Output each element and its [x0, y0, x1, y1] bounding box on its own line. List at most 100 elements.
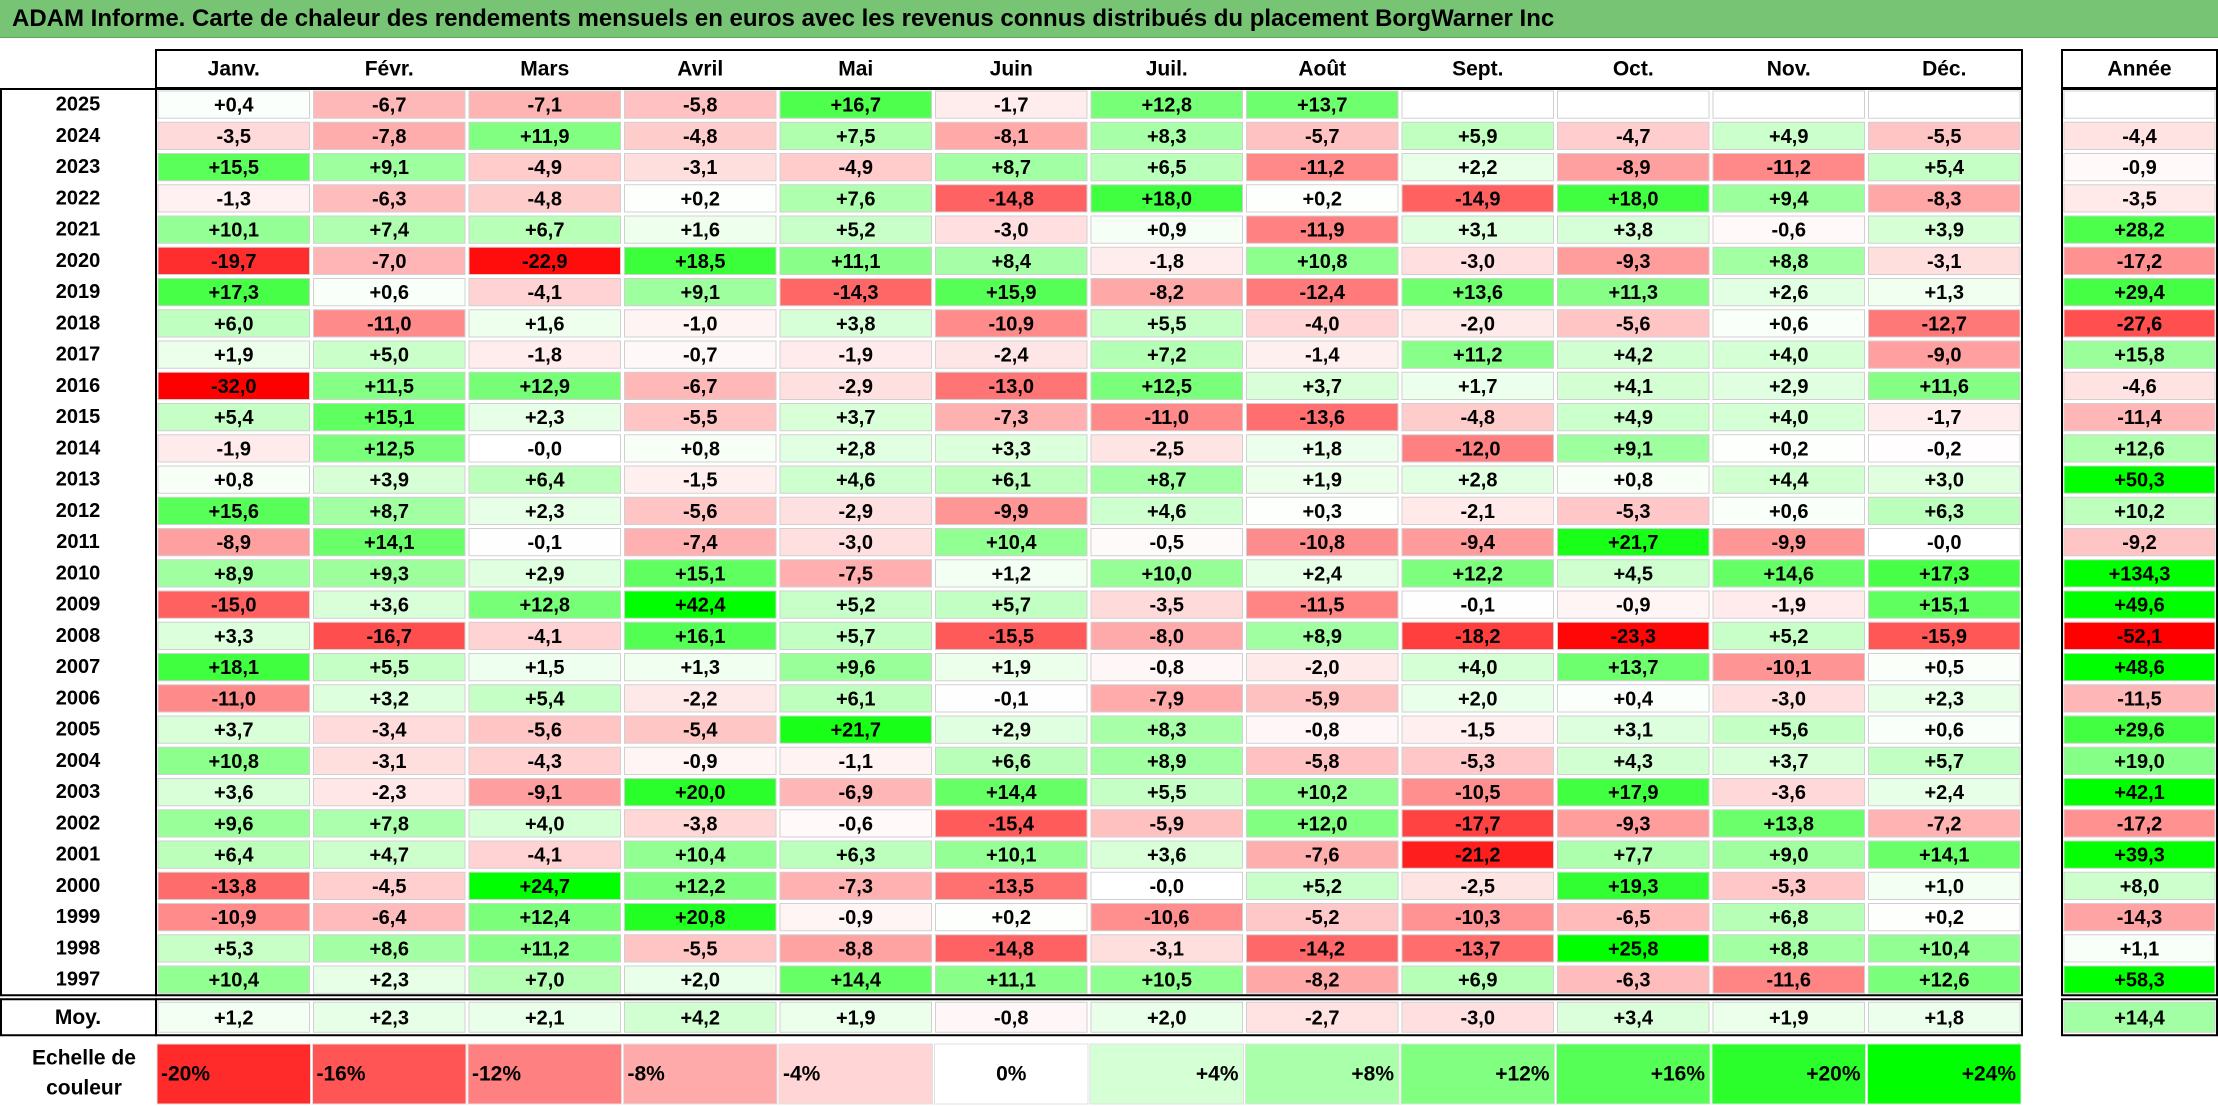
annual-cell	[2063, 559, 2216, 588]
annual-value: -4,4	[2122, 126, 2157, 148]
cell-value: -5,2	[1305, 907, 1339, 929]
heatmap-cell	[1557, 309, 1710, 338]
heatmap-cell	[1401, 184, 1554, 213]
heatmap-cell	[157, 684, 310, 713]
heatmap-cell	[468, 934, 621, 963]
heatmap-cell	[157, 528, 310, 557]
cell-value: -10,9	[988, 313, 1034, 335]
cell-value: +12,9	[519, 376, 570, 398]
heatmap-cell	[1712, 184, 1865, 213]
heatmap-cell	[1557, 371, 1710, 400]
heatmap-cell	[779, 90, 932, 119]
cell-value: +3,3	[214, 626, 253, 648]
heatmap-cell	[157, 778, 310, 807]
cell-value: +10,5	[1141, 970, 1192, 992]
cell-value: -0,6	[839, 813, 873, 835]
month-header: Sept.	[1452, 58, 1503, 81]
heatmap-cell	[1246, 934, 1399, 963]
annual-value: +39,3	[2114, 845, 2165, 867]
year-label: 2002	[56, 812, 101, 834]
avg-cell	[313, 1001, 466, 1033]
heatmap-cell	[1868, 403, 2021, 432]
cell-value: +9,1	[370, 157, 409, 179]
cell-value: -14,8	[988, 188, 1034, 210]
cell-value: +3,3	[992, 438, 1031, 460]
avg-value: +4,2	[681, 1007, 720, 1029]
month-header: Déc.	[1922, 58, 1966, 81]
cell-value: -4,5	[372, 876, 406, 898]
cell-value: +12,6	[1919, 970, 1970, 992]
cell-value: -7,0	[372, 251, 406, 273]
cell-value: +25,8	[1608, 938, 1659, 960]
heatmap-cell	[468, 496, 621, 525]
cell-value: +3,7	[214, 720, 253, 742]
cell-value: -4,8	[1461, 407, 1495, 429]
heatmap-cell	[624, 215, 777, 244]
annual-value: +50,3	[2114, 470, 2165, 492]
heatmap-cell	[1090, 809, 1243, 838]
month-header: Juil.	[1146, 58, 1188, 81]
cell-value: -5,6	[1616, 313, 1650, 335]
heatmap-cell	[313, 403, 466, 432]
cell-value: +6,9	[1458, 970, 1497, 992]
heatmap-cell	[468, 403, 621, 432]
heatmap-cell	[313, 528, 466, 557]
annual-value: +10,2	[2114, 501, 2165, 523]
heatmap-cell	[1246, 215, 1399, 244]
heatmap-cell	[157, 153, 310, 182]
heatmap-cell	[468, 246, 621, 275]
scale-label-value: -16%	[317, 1063, 366, 1086]
cell-value: -1,9	[839, 345, 873, 367]
year-label: 2022	[56, 187, 101, 209]
heatmap-cell	[1868, 90, 2021, 119]
scale-swatch	[467, 1043, 622, 1105]
annual-cell	[2063, 840, 2216, 869]
heatmap-cell	[157, 903, 310, 932]
cell-value: -16,7	[366, 626, 412, 648]
heatmap-cell	[1246, 528, 1399, 557]
heatmap-cell	[1712, 90, 1865, 119]
cell-value: +3,6	[1147, 845, 1186, 867]
heatmap-cell	[1401, 528, 1554, 557]
cell-value: +0,2	[992, 907, 1031, 929]
cell-value: -4,1	[528, 626, 562, 648]
month-header: Juin	[990, 58, 1033, 81]
annual-value: -52,1	[2117, 626, 2163, 648]
heatmap-cell	[624, 746, 777, 775]
annual-cell	[2063, 590, 2216, 619]
heatmap-cell	[624, 121, 777, 150]
month-header: Mai	[838, 58, 873, 81]
heatmap-cell	[1712, 746, 1865, 775]
cell-value: +1,3	[1925, 282, 1964, 304]
scale-label-value: +20%	[1806, 1063, 1861, 1086]
cell-value: -4,7	[1616, 126, 1650, 148]
heatmap-cell	[624, 778, 777, 807]
cell-value: +17,3	[1919, 563, 1970, 585]
cell-value: -4,1	[528, 845, 562, 867]
year-label: 2025	[56, 94, 101, 116]
avg-frame	[155, 998, 2023, 1037]
cell-value: +4,0	[1769, 407, 1808, 429]
heatmap-cell	[468, 903, 621, 932]
cell-value: +11,5	[364, 376, 414, 398]
cell-value: +6,4	[525, 470, 565, 492]
cell-value: -11,2	[1300, 157, 1344, 179]
cell-value: +0,8	[214, 470, 253, 492]
year-label: 2012	[56, 500, 101, 522]
avg-value: +1,9	[836, 1007, 875, 1029]
heatmap-cell	[1246, 496, 1399, 525]
heatmap-cell	[1712, 434, 1865, 463]
heatmap-cell	[1868, 215, 2021, 244]
heatmap-cell	[1090, 715, 1243, 744]
heatmap-cell	[1712, 934, 1865, 963]
month-body-frame	[155, 88, 2023, 997]
cell-value: -10,6	[1144, 907, 1190, 929]
cell-value: -0,8	[1150, 657, 1184, 679]
heatmap-cell	[157, 653, 310, 682]
cell-value: +8,9	[214, 563, 253, 585]
cell-value: -5,3	[1772, 876, 1806, 898]
annual-cell	[2063, 184, 2216, 213]
avg-cell	[1090, 1001, 1243, 1033]
heatmap-cell	[1246, 309, 1399, 338]
cell-value: -1,7	[994, 95, 1028, 117]
